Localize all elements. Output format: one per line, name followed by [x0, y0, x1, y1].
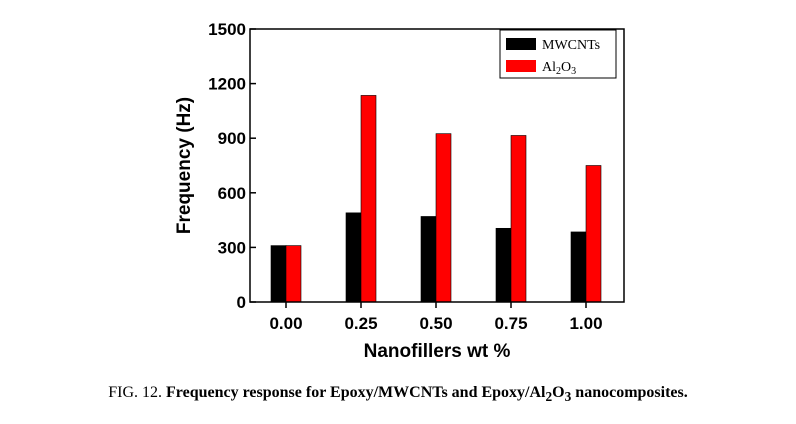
bar-mwcnts-1.00 — [570, 231, 587, 303]
x-tick-label: 0.75 — [494, 314, 527, 333]
x-axis-title: Nanofillers wt % — [364, 341, 511, 362]
bar-mwcnts-0.25 — [345, 212, 362, 303]
y-axis: 0 300 600 900 1200 1500 — [208, 20, 256, 312]
x-axis: 0.00 0.25 0.50 0.75 1.00 — [269, 302, 603, 333]
caption-sub-2: 2 — [545, 389, 553, 405]
plot-frame — [249, 28, 625, 303]
bars-layer — [270, 95, 602, 303]
caption-part-end: nanocomposites. — [571, 384, 688, 401]
x-tick-label: 0.50 — [419, 314, 452, 333]
caption-part-o: O — [552, 384, 565, 401]
bar-al2o3-1.00 — [585, 165, 602, 303]
bar-al2o3-0.00 — [285, 245, 302, 303]
x-tick-label: 0.00 — [269, 314, 302, 333]
y-tick-label: 600 — [218, 184, 246, 203]
x-tick-label: 0.25 — [344, 314, 377, 333]
y-tick-label: 1500 — [208, 20, 246, 39]
y-tick-label: 900 — [218, 129, 246, 148]
bar-al2o3-0.25 — [360, 95, 377, 303]
legend-al2o3-part-sub3: 3 — [571, 66, 576, 77]
y-tick-label: 1200 — [208, 75, 246, 94]
bar-mwcnts-0.50 — [420, 216, 437, 303]
bar-mwcnts-0.00 — [270, 245, 287, 303]
legend: MWCNTs Al2O3 — [499, 29, 617, 79]
legend-label-mwcnts: MWCNTs — [542, 38, 600, 53]
legend-swatch-al2o3 — [506, 60, 536, 72]
x-tick-label: 1.00 — [569, 314, 602, 333]
caption-part-1: Frequency response for Epoxy/MWCNTs and … — [166, 384, 546, 401]
y-axis-title: Frequency (Hz) — [174, 97, 195, 234]
y-tick-label: 300 — [218, 238, 246, 257]
caption-text: Frequency response for Epoxy/MWCNTs and … — [166, 384, 688, 405]
caption-label: FIG. 12. — [108, 384, 163, 401]
bar-al2o3-0.50 — [435, 133, 452, 303]
legend-label-al2o3: Al2O3 — [542, 60, 576, 77]
bar-mwcnts-0.75 — [495, 227, 512, 303]
y-tick-label: 0 — [237, 293, 246, 312]
bar-al2o3-0.75 — [510, 135, 527, 303]
legend-swatch-mwcnts — [506, 38, 536, 50]
figure-caption: FIG. 12. Frequency response for Epoxy/MW… — [0, 384, 796, 405]
legend-al2o3-part-sub2: 2 — [556, 66, 561, 77]
legend-al2o3-part-o: O — [561, 60, 571, 75]
caption-sub-3: 3 — [564, 389, 572, 405]
legend-al2o3-part-al: Al — [542, 60, 556, 75]
